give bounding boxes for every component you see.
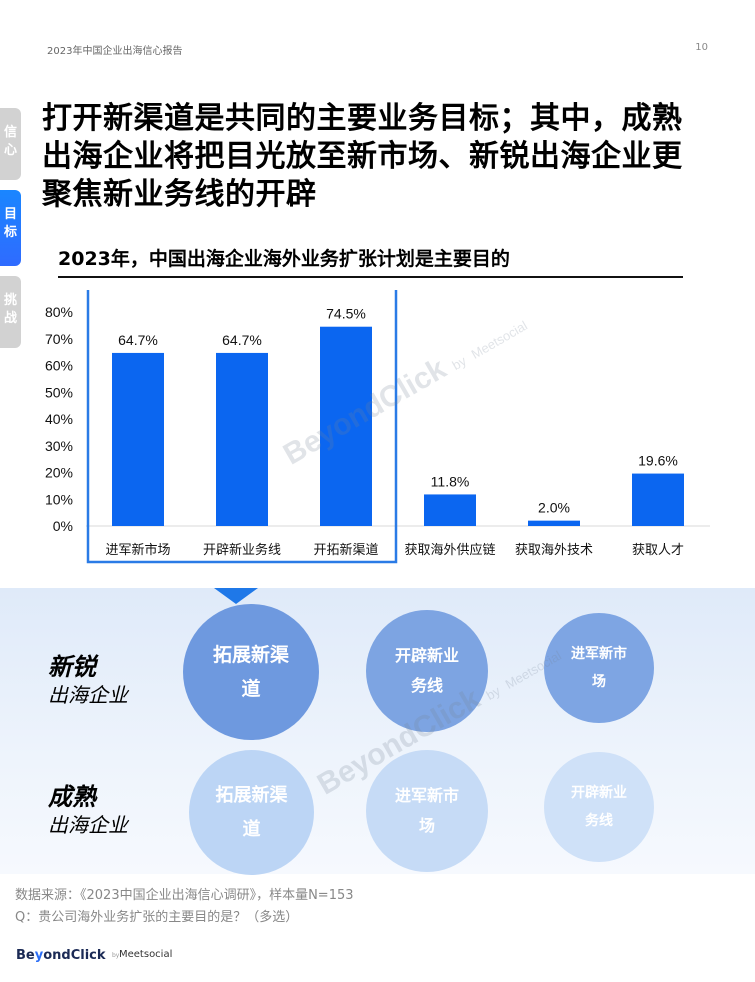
side-tab-confidence[interactable]: 信 心 [0,108,21,180]
y-tick-label: 30% [45,438,73,454]
row-label-sub: 出海企业 [48,813,128,837]
bar-value-label: 64.7% [222,332,262,348]
bar [632,473,684,526]
y-tick-label: 10% [45,491,73,507]
logo-text: Be [16,948,35,963]
headline-line: 打开新渠道是共同的主要业务目标；其中，成熟 [42,101,683,136]
goal-circle-emerging-2: 开辟新业务线 [366,610,488,732]
watermark-by: by [449,353,469,373]
bar [320,326,372,526]
bar [528,520,580,526]
side-tab-challenges[interactable]: 挑 战 [0,276,21,348]
page-number: 10 [695,42,708,53]
logo-accent: y [34,948,44,963]
goal-circle-label: 拓展新渠道 [212,644,289,700]
row-label-sub: 出海企业 [48,683,128,707]
side-tab-char: 心 [3,143,17,158]
goal-circle-label: 进军新市场 [571,646,627,690]
side-tab-goals[interactable]: 目 标 [0,190,21,266]
goal-circle-mature-3: 开辟新业务线 [544,752,654,862]
bar [424,494,476,526]
bar-value-label: 11.8% [431,473,470,489]
bar [216,352,268,526]
survey-question-note: Q：贵公司海外业务扩张的主要目的是？（多选） [15,910,299,925]
bar [112,352,164,526]
logo-by: by [112,952,120,959]
bar-value-label: 2.0% [538,500,570,516]
page-headline: 打开新渠道是共同的主要业务目标；其中，成熟 出海企业将把目光放至新市场、新锐出海… [42,100,732,214]
bar-value-label: 64.7% [118,332,158,348]
goal-circle-mature-1: 拓展新渠道 [189,750,314,875]
highlight-pointer [214,588,258,604]
bar-chart: 80% 70% 60% 50% 40% 30% 20% 10% 0% 64.7% 进军新市场 64.7… [45,290,710,564]
x-category-label: 获取海外供应链 [404,542,495,558]
y-tick-label: 80% [45,304,73,320]
goal-circle-label: 进军新市场 [394,786,459,835]
logo-text: ondClick [43,948,106,963]
goal-circle-emerging-1: 拓展新渠道 [183,604,319,740]
highlight-box [86,290,398,564]
y-tick-label: 0% [53,518,73,534]
side-tab-char: 标 [3,225,17,240]
side-tab-char: 目 [3,207,17,222]
x-category-label: 开拓新渠道 [313,542,378,558]
goal-circle-label: 拓展新渠道 [215,784,288,840]
side-tab-char: 信 [3,125,17,140]
chart-title: 2023年，中国出海企业海外业务扩张计划是主要目的 [58,248,510,270]
x-category-label: 开辟新业务线 [203,542,281,558]
brand-logo: BeyondClick [16,948,106,963]
y-tick-label: 70% [45,331,73,347]
row-label-emerging: 新锐 出海企业 [48,652,128,708]
side-tab-char: 挑 [3,293,17,308]
x-category-label: 获取人才 [632,543,684,558]
y-tick-label: 40% [45,411,73,427]
y-tick-label: 50% [45,384,73,400]
row-label-main: 成熟 [48,783,96,811]
goal-circle-mature-2: 进军新市场 [366,750,488,872]
chart-title-rule [58,276,683,278]
bar-value-label: 74.5% [326,306,366,322]
goal-circle-label: 开辟新业务线 [571,785,627,829]
y-tick-label: 20% [45,465,73,481]
goal-circle-label: 开辟新业务线 [394,646,459,695]
row-label-mature: 成熟 出海企业 [48,782,128,838]
watermark-by: by [483,683,503,703]
partner-logo: Meetsocial [119,949,173,960]
headline-line: 聚焦新业务线的开辟 [42,177,317,212]
bar-value-label: 19.6% [638,453,678,469]
row-label-main: 新锐 [48,653,96,681]
side-tab-char: 战 [3,311,17,326]
y-tick-label: 60% [45,358,73,374]
x-category-label: 获取海外技术 [515,543,593,558]
data-source-note: 数据来源：《2023中国企业出海信心调研》，样本量N=153 [15,888,354,903]
x-category-label: 进军新市场 [105,542,170,558]
headline-line: 出海企业将把目光放至新市场、新锐出海企业更 [42,139,683,174]
goal-circle-emerging-3: 进军新市场 [544,613,654,723]
report-title: 2023年中国企业出海信心报告 [47,46,183,57]
